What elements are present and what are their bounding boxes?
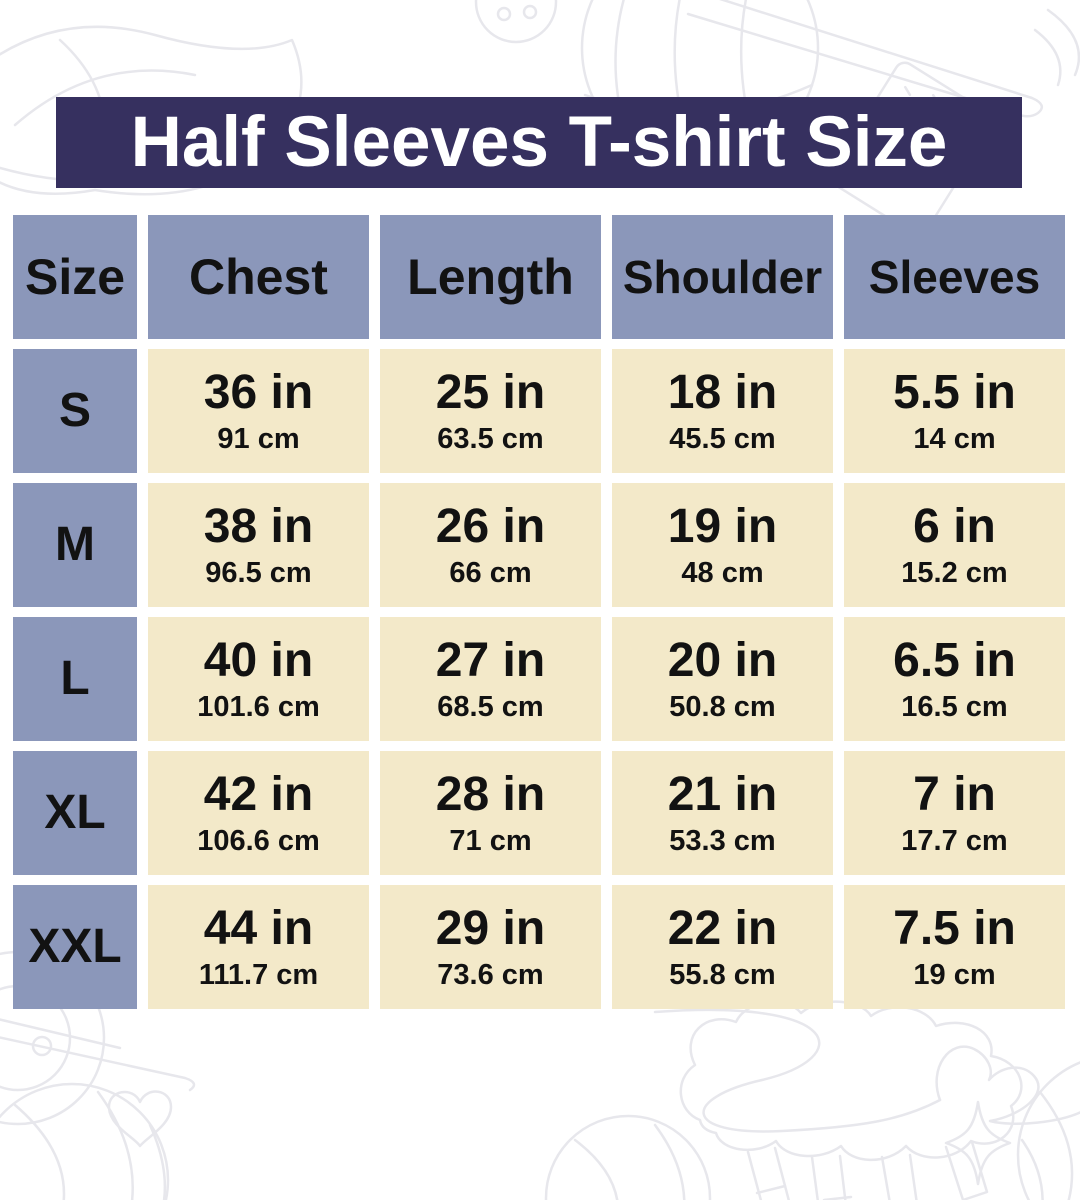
heart-doodle-small (107, 1090, 173, 1148)
value-cm: 19 cm (913, 958, 996, 991)
yarn-ball-doodle-bottom-center (544, 1114, 712, 1200)
cell-xxl-shoulder: 22 in 55.8 cm (612, 885, 833, 1009)
value-cm: 63.5 cm (437, 422, 544, 455)
value-inches: 22 in (667, 901, 778, 955)
value-inches: 7.5 in (893, 901, 1016, 955)
size-table: Size Chest Length Shoulder Sleeves S 36 … (13, 215, 1065, 1009)
cell-m-sleeves: 6 in 15.2 cm (844, 483, 1065, 607)
column-header-size: Size (13, 215, 137, 339)
value-inches: 28 in (435, 767, 546, 821)
cell-xxl-sleeves: 7.5 in 19 cm (844, 885, 1065, 1009)
value-cm: 45.5 cm (669, 422, 776, 455)
value-cm: 48 cm (681, 556, 764, 589)
value-cm: 73.6 cm (437, 958, 544, 991)
value-inches: 36 in (203, 365, 314, 419)
needle-doodle-bottom-left (0, 1018, 196, 1092)
title-banner: Half Sleeves T-shirt Size (56, 97, 1022, 188)
sheep-doodle (679, 1000, 1023, 1200)
column-header-shoulder: Shoulder (612, 215, 833, 339)
row-label-xl: XL (13, 751, 137, 875)
value-cm: 15.2 cm (901, 556, 1008, 589)
cell-m-shoulder: 19 in 48 cm (612, 483, 833, 607)
yarn-doodle-bottom-right (1016, 1061, 1080, 1200)
value-cm: 91 cm (217, 422, 300, 455)
value-inches: 26 in (435, 499, 546, 553)
row-label-m: M (13, 483, 137, 607)
cell-l-shoulder: 20 in 50.8 cm (612, 617, 833, 741)
value-cm: 111.7 cm (198, 958, 319, 991)
value-inches: 44 in (203, 901, 314, 955)
cell-xl-sleeves: 7 in 17.7 cm (844, 751, 1065, 875)
value-inches: 5.5 in (893, 365, 1016, 419)
cell-s-sleeves: 5.5 in 14 cm (844, 349, 1065, 473)
column-header-chest: Chest (148, 215, 369, 339)
cell-xl-shoulder: 21 in 53.3 cm (612, 751, 833, 875)
value-cm: 101.6 cm (197, 690, 320, 723)
value-inches: 19 in (667, 499, 778, 553)
safety-pin-doodle (1033, 8, 1080, 87)
cell-s-chest: 36 in 91 cm (148, 349, 369, 473)
sparkle-doodle (944, 1100, 1012, 1186)
value-cm: 17.7 cm (901, 824, 1008, 857)
value-cm: 96.5 cm (205, 556, 312, 589)
value-inches: 29 in (435, 901, 546, 955)
cell-xl-length: 28 in 71 cm (380, 751, 601, 875)
cell-m-chest: 38 in 96.5 cm (148, 483, 369, 607)
row-label-s: S (13, 349, 137, 473)
value-cm: 55.8 cm (669, 958, 776, 991)
thread-heart-doodle (653, 1008, 1080, 1133)
value-inches: 38 in (203, 499, 314, 553)
value-cm: 16.5 cm (901, 690, 1008, 723)
value-inches: 27 in (435, 633, 546, 687)
cell-l-chest: 40 in 101.6 cm (148, 617, 369, 741)
value-inches: 6 in (913, 499, 996, 553)
cell-s-length: 25 in 63.5 cm (380, 349, 601, 473)
page-title: Half Sleeves T-shirt Size (130, 103, 948, 182)
value-inches: 21 in (667, 767, 778, 821)
value-inches: 40 in (203, 633, 314, 687)
yarn-ball-doodle-bottom-left (0, 1082, 170, 1200)
cell-xl-chest: 42 in 106.6 cm (148, 751, 369, 875)
column-header-length: Length (380, 215, 601, 339)
cell-xxl-chest: 44 in 111.7 cm (148, 885, 369, 1009)
row-label-l: L (13, 617, 137, 741)
value-cm: 68.5 cm (437, 690, 544, 723)
value-inches: 18 in (667, 365, 778, 419)
value-cm: 71 cm (449, 824, 532, 857)
value-cm: 106.6 cm (197, 824, 320, 857)
cell-l-length: 27 in 68.5 cm (380, 617, 601, 741)
value-inches: 7 in (913, 767, 996, 821)
value-inches: 25 in (435, 365, 546, 419)
cell-m-length: 26 in 66 cm (380, 483, 601, 607)
cell-l-sleeves: 6.5 in 16.5 cm (844, 617, 1065, 741)
row-label-xxl: XXL (13, 885, 137, 1009)
value-cm: 53.3 cm (669, 824, 776, 857)
cell-xxl-length: 29 in 73.6 cm (380, 885, 601, 1009)
value-inches: 42 in (203, 767, 314, 821)
value-cm: 66 cm (449, 556, 532, 589)
value-inches: 20 in (667, 633, 778, 687)
value-cm: 50.8 cm (669, 690, 776, 723)
column-header-sleeves: Sleeves (844, 215, 1065, 339)
value-inches: 6.5 in (893, 633, 1016, 687)
value-cm: 14 cm (913, 422, 996, 455)
cell-s-shoulder: 18 in 45.5 cm (612, 349, 833, 473)
button-doodle-top (474, 0, 558, 44)
